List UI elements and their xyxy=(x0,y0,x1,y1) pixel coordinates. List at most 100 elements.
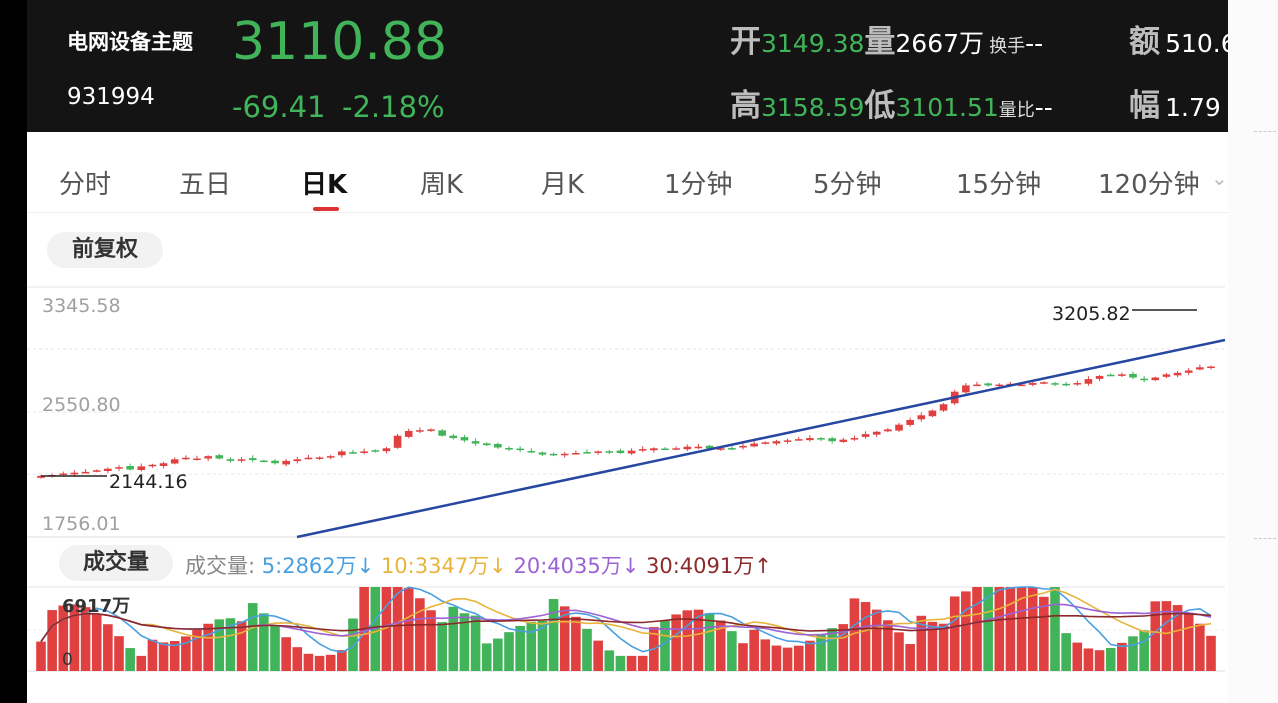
stat-open: 开3149.38量2667万 换手-- xyxy=(730,16,1043,61)
volume-bar xyxy=(325,654,336,671)
candle xyxy=(237,459,246,461)
candle xyxy=(516,448,524,451)
volume-bar xyxy=(158,642,169,671)
price-axis-top: 3345.58 xyxy=(42,295,121,317)
candle xyxy=(349,452,357,454)
candle xyxy=(37,475,45,478)
candle xyxy=(817,438,825,440)
candle xyxy=(705,445,714,449)
volume-bar xyxy=(582,628,592,671)
candle xyxy=(271,460,279,464)
candle xyxy=(282,460,290,465)
turnover-label: 换手 xyxy=(989,36,1026,57)
turnover-value: -- xyxy=(1025,29,1044,58)
volume-bar xyxy=(392,587,403,671)
tab-weekly-k[interactable]: 周K xyxy=(420,170,464,200)
volume-bar xyxy=(1105,648,1116,671)
stat-amplitude: 幅 1.79 xyxy=(1129,80,1221,125)
candle xyxy=(928,410,937,417)
quote-header: 电网设备主题 931994 3110.88 -69.41 -2.18% 开314… xyxy=(27,0,1228,132)
tab-daily-k[interactable]: 日K xyxy=(301,170,348,200)
volume-bar xyxy=(1195,623,1205,671)
volume-button[interactable]: 成交量 xyxy=(59,545,173,581)
volume-bar xyxy=(515,625,525,671)
volume-bar xyxy=(381,587,392,671)
volume-bar xyxy=(760,639,771,671)
stock-app: 电网设备主题 931994 3110.88 -69.41 -2.18% 开314… xyxy=(27,0,1228,703)
volume-bar xyxy=(493,638,503,671)
volume-bar xyxy=(303,653,314,671)
volume-bar xyxy=(192,630,202,671)
tab-monthly-k[interactable]: 月K xyxy=(541,170,585,200)
volume-bar xyxy=(548,599,559,671)
candle xyxy=(638,449,647,451)
tab-15min[interactable]: 15分钟 xyxy=(956,170,1042,200)
volume-bar xyxy=(827,628,837,671)
amount-value: 510.6 xyxy=(1165,29,1228,58)
candle xyxy=(839,439,848,442)
tab-five-day[interactable]: 五日 xyxy=(179,170,232,200)
candle xyxy=(962,385,970,393)
volume-bar xyxy=(1128,636,1138,671)
volume-bar xyxy=(181,636,191,671)
volume-bar xyxy=(671,614,681,671)
volume-bar xyxy=(1139,630,1149,671)
tab-intraday[interactable]: 分时 xyxy=(59,170,112,200)
candle xyxy=(1151,377,1160,381)
volume-bar xyxy=(1072,642,1083,671)
volume-bar xyxy=(437,622,447,671)
candle xyxy=(728,448,736,450)
candle xyxy=(672,448,680,450)
volume-bar xyxy=(1083,648,1094,671)
candle xyxy=(338,451,346,456)
candle xyxy=(126,465,134,470)
last-price: 3110.88 xyxy=(232,12,448,72)
candle xyxy=(572,453,580,455)
candle xyxy=(616,450,625,454)
open-value: 3149.38 xyxy=(761,29,865,58)
volume-bar xyxy=(91,614,102,671)
volume-bar xyxy=(782,647,793,671)
candle xyxy=(549,453,558,456)
candle xyxy=(772,441,781,444)
candle xyxy=(81,471,90,474)
candle xyxy=(505,447,513,450)
volume-bar xyxy=(860,602,871,671)
volume-bar xyxy=(470,615,481,671)
volume-ma10: 10:3347万↓ xyxy=(380,554,507,578)
tab-120min[interactable]: 120分钟 xyxy=(1098,170,1200,200)
volume-bar xyxy=(247,603,258,671)
adjust-button[interactable]: 前复权 xyxy=(47,232,163,268)
candle xyxy=(159,463,168,466)
volume-bar xyxy=(314,655,325,671)
volume-ma5: 5:2862万↓ xyxy=(261,554,375,578)
stat-amount: 额 510.6 xyxy=(1129,16,1228,61)
candle xyxy=(204,456,212,459)
price-change: -69.41 xyxy=(232,90,326,124)
volume-bar xyxy=(805,640,815,671)
volume-bar xyxy=(1027,587,1038,671)
tab-5min[interactable]: 5分钟 xyxy=(813,170,882,200)
candle xyxy=(872,431,881,435)
low-value: 3101.51 xyxy=(895,93,999,122)
kline-chart[interactable]: 3205.82 2144.16 6917万 0 xyxy=(27,0,1228,703)
candle xyxy=(260,460,268,463)
candle xyxy=(794,439,803,441)
candle xyxy=(917,415,926,420)
volume-bar xyxy=(871,609,882,671)
candle xyxy=(471,441,480,444)
volume-bar xyxy=(526,621,537,671)
candle xyxy=(315,457,324,459)
candle xyxy=(1017,384,1026,387)
candle xyxy=(427,429,435,431)
active-tab-indicator xyxy=(313,207,339,211)
volume-bar xyxy=(236,621,247,671)
candle xyxy=(382,448,391,452)
volume-bar xyxy=(114,636,124,671)
low-marker-label: 2144.16 xyxy=(109,471,188,493)
volume-bar xyxy=(604,650,615,671)
volume-bar xyxy=(1039,596,1049,671)
chevron-down-icon[interactable]: ⌄ xyxy=(1211,166,1228,190)
tab-1min[interactable]: 1分钟 xyxy=(664,170,733,200)
volume-bar xyxy=(259,613,269,671)
